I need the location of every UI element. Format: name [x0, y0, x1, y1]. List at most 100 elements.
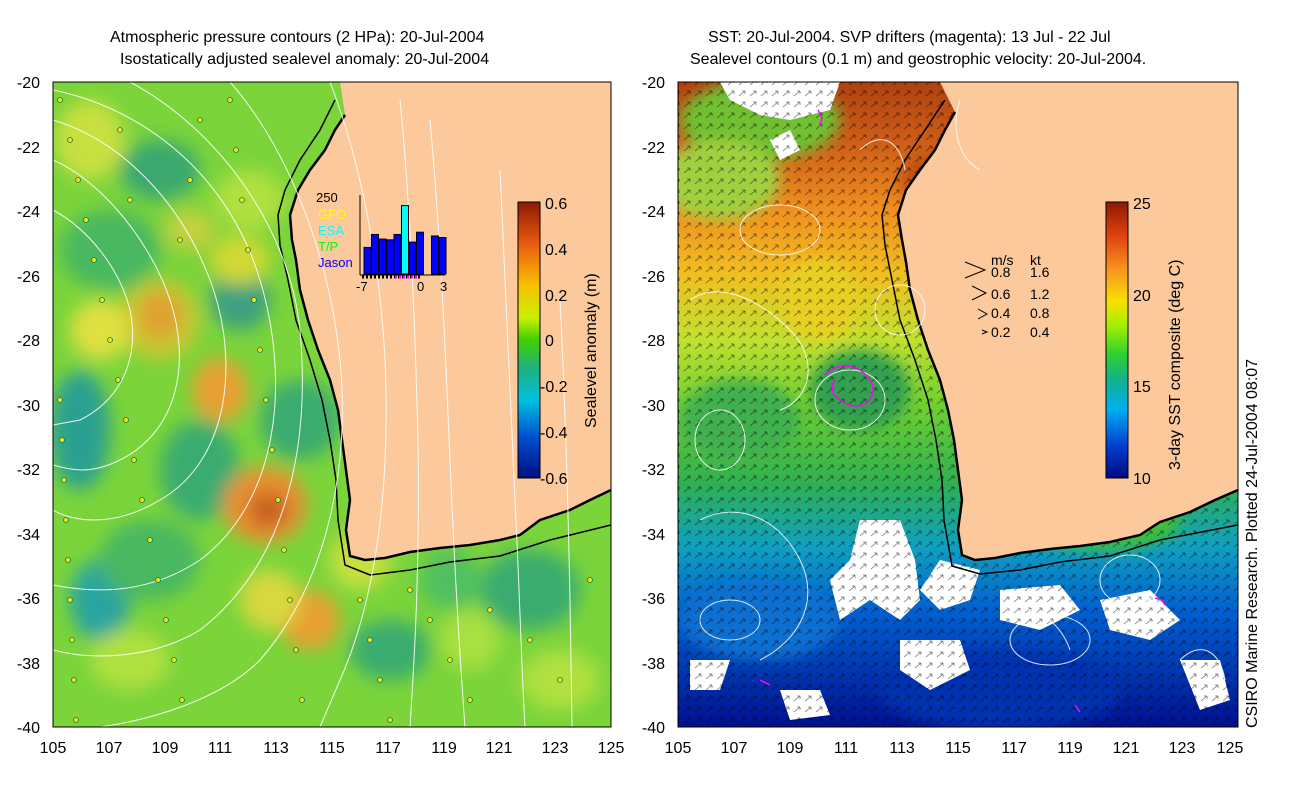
speed-legend-ms-1: 0.6 — [991, 286, 1011, 302]
left-xtick-2: 109 — [152, 740, 179, 757]
sst-tick-0: 25 — [1133, 196, 1151, 213]
speed-legend-header-ms: m/s — [991, 252, 1014, 268]
inset-bar — [378, 238, 387, 275]
left-y-axis: -20 -22 -24 -26 -28 -30 -32 -34 -36 -38 … — [17, 75, 40, 737]
sla-tick-0: 0.6 — [545, 196, 567, 213]
sealevel-contours — [689, 99, 1226, 681]
left-ytick-9: -38 — [17, 656, 40, 673]
left-xtick-10: 125 — [598, 740, 625, 757]
sla-tick-1: 0.4 — [545, 242, 567, 259]
left-xtick-4: 113 — [263, 740, 289, 757]
left-ytick-3: -26 — [17, 269, 40, 286]
inset-legend-esa: ESA — [318, 223, 344, 238]
sst-tick-1: 20 — [1133, 288, 1151, 305]
sst-field — [678, 82, 1238, 727]
right-ytick-0: -20 — [642, 75, 665, 92]
right-xtick-6: 117 — [1001, 740, 1027, 757]
sst-colorbar: 25 20 15 10 3-day SST composite (deg C) — [1105, 196, 1184, 488]
pressure-contours — [53, 82, 573, 727]
shelf-contour — [277, 99, 611, 576]
right-ytick-6: -32 — [642, 462, 665, 479]
right-x-axis: 105 107 109 111 113 115 117 119 121 123 … — [665, 740, 1244, 757]
speed-legend-ms-0: 0.8 — [991, 264, 1011, 280]
left-ytick-8: -36 — [17, 591, 40, 608]
speed-legend-kt-0: 1.6 — [1030, 264, 1050, 280]
inset-bar — [431, 235, 439, 275]
inset-bar — [363, 246, 372, 275]
left-xtick-6: 117 — [375, 740, 401, 757]
right-xtick-8: 121 — [1113, 740, 1140, 757]
left-ytick-5: -30 — [17, 398, 40, 415]
sla-colorbar: 0.6 0.4 0.2 0 -0.2 -0.4 -0.6 Sealevel an… — [517, 196, 600, 488]
inset-legend-gfo: GFO — [318, 207, 346, 222]
left-xtick-1: 107 — [96, 740, 123, 757]
left-xtick-5: 115 — [319, 740, 345, 757]
right-xtick-0: 105 — [665, 740, 692, 757]
speed-legend-header-kt: kt — [1030, 252, 1041, 268]
inset-bar — [401, 205, 409, 275]
sla-tick-5: -0.4 — [540, 425, 568, 442]
svp-drifter-tracks — [759, 109, 1166, 713]
altimeter-track-dots — [57, 97, 593, 723]
speed-arrow-04 — [977, 308, 989, 320]
inset-xtick-left: -7 — [356, 279, 368, 294]
inset-bar — [371, 233, 379, 275]
credit-text: CSIRO Marine Research. Plotted 24-Jul-20… — [1244, 358, 1261, 728]
left-xtick-9: 123 — [542, 740, 569, 757]
right-xtick-1: 107 — [721, 740, 748, 757]
right-ytick-7: -34 — [642, 527, 665, 544]
left-xtick-8: 121 — [486, 740, 513, 757]
left-ytick-0: -20 — [17, 75, 40, 92]
speed-legend-kt-3: 0.4 — [1030, 324, 1050, 340]
left-ytick-10: -40 — [17, 720, 40, 737]
australia-landmass-right — [898, 82, 1238, 560]
inset-legend-tp: T/P — [318, 239, 338, 254]
left-title-line2: Isostatically adjusted sealevel anomaly:… — [120, 51, 490, 68]
right-ytick-4: -28 — [642, 333, 665, 350]
speed-legend-ms-2: 0.4 — [991, 305, 1011, 321]
speed-arrow-06 — [971, 285, 988, 301]
right-map-panel: m/s kt 0.8 1.6 0.6 1.2 0.4 0.8 0.2 0.4 2… — [642, 75, 1244, 757]
speed-legend-kt-2: 0.8 — [1030, 305, 1050, 321]
sla-tick-6: -0.6 — [540, 471, 568, 488]
inset-xtick-mid: 0 — [417, 279, 424, 294]
inset-bar — [438, 237, 447, 275]
right-title-line2: Sealevel contours (0.1 m) and geostrophi… — [690, 51, 1147, 68]
right-xtick-9: 123 — [1169, 740, 1196, 757]
inset-bar — [416, 231, 424, 275]
right-ytick-10: -40 — [642, 720, 665, 737]
right-ytick-1: -22 — [642, 140, 665, 157]
coastline — [288, 114, 611, 562]
left-xtick-3: 111 — [208, 740, 232, 757]
left-ytick-4: -28 — [17, 333, 40, 350]
left-xtick-0: 105 — [40, 740, 67, 757]
left-ytick-7: -34 — [17, 527, 40, 544]
inset-bar — [393, 233, 402, 275]
inset-bar — [386, 239, 394, 275]
right-ytick-5: -30 — [642, 398, 665, 415]
right-xtick-10: 125 — [1217, 740, 1244, 757]
shelf-contour-right — [881, 99, 1238, 575]
sla-tick-4: -0.2 — [540, 379, 568, 396]
left-xtick-7: 119 — [431, 740, 457, 757]
inset-bars — [363, 205, 540, 275]
right-xtick-2: 109 — [777, 740, 804, 757]
right-ytick-9: -38 — [642, 656, 665, 673]
right-xtick-5: 115 — [945, 740, 971, 757]
right-xtick-3: 111 — [834, 740, 858, 757]
sst-colorbar-label: 3-day SST composite (deg C) — [1167, 260, 1184, 470]
speed-legend-ms-3: 0.2 — [991, 324, 1011, 340]
right-xtick-4: 113 — [889, 740, 915, 757]
speed-arrow-02 — [981, 329, 989, 335]
inset-xtick-right: 3 — [440, 279, 447, 294]
inset-bar — [408, 241, 417, 275]
coastline-right — [896, 111, 1238, 562]
left-ytick-1: -22 — [17, 140, 40, 157]
right-y-axis: -20 -22 -24 -26 -28 -30 -32 -34 -36 -38 … — [642, 75, 665, 737]
sla-tick-3: 0 — [545, 333, 554, 350]
sla-colorbar-label: Sealevel anomaly (m) — [583, 273, 600, 428]
left-title-line1: Atmospheric pressure contours (2 HPa): 2… — [110, 29, 485, 46]
left-ytick-6: -32 — [17, 462, 40, 479]
left-ytick-2: -24 — [17, 204, 40, 221]
right-ytick-2: -24 — [642, 204, 665, 221]
